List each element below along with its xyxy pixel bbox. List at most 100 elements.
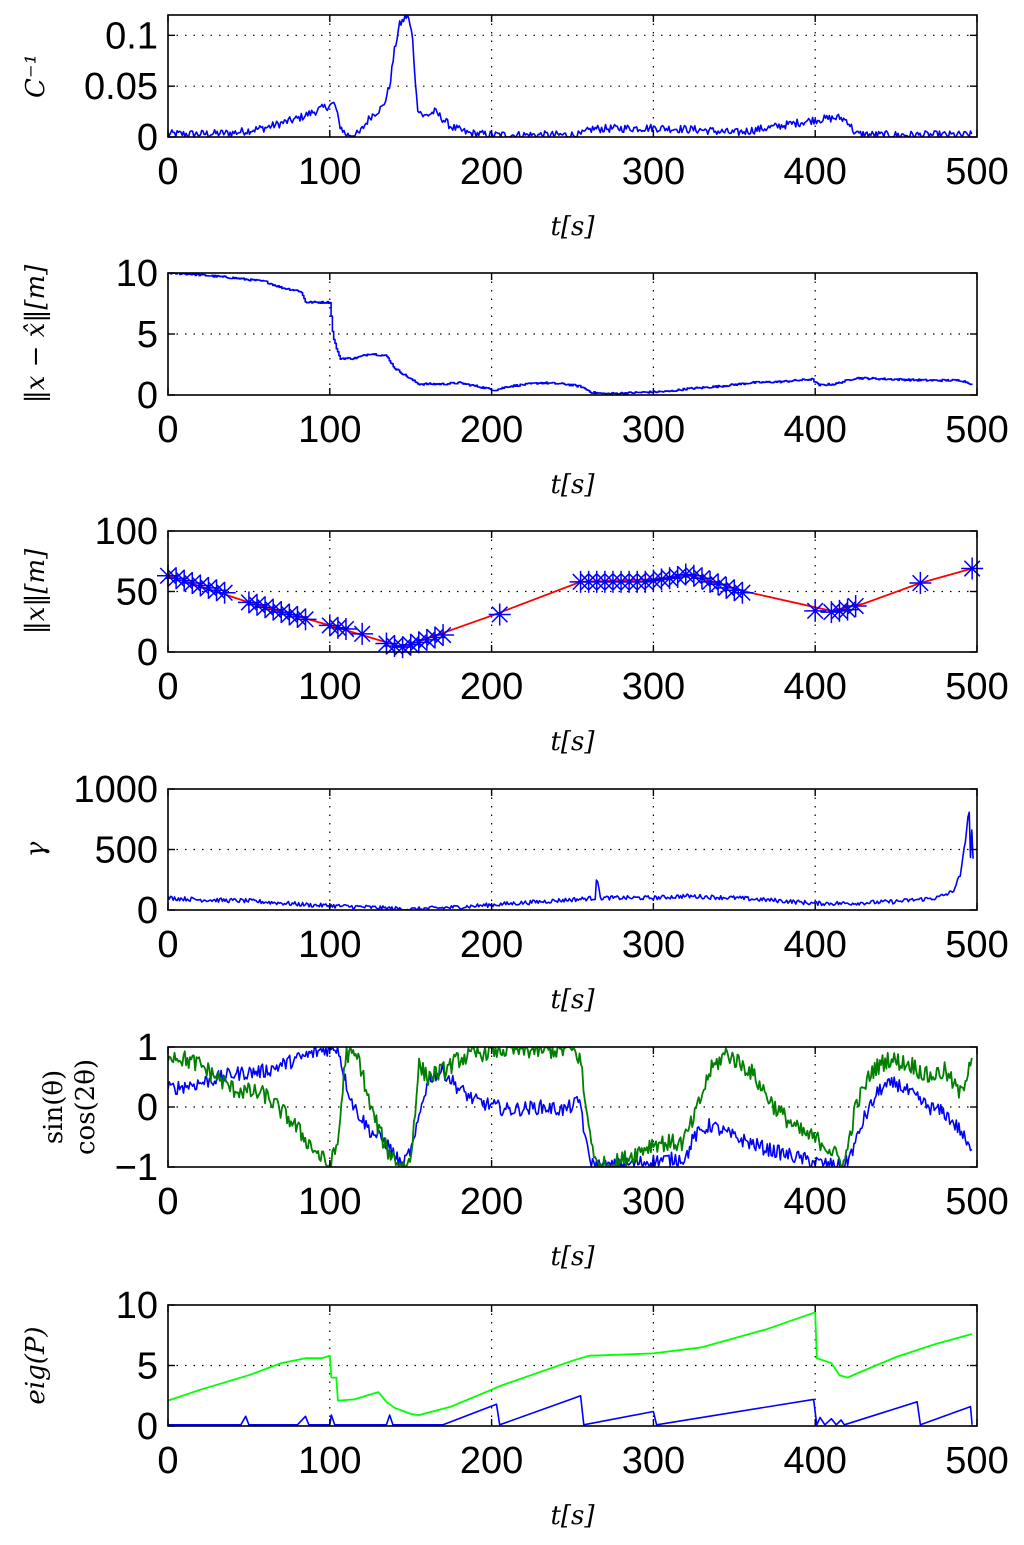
x-axis-label: t[s]	[550, 1242, 595, 1272]
x-axis-label: t[s]	[550, 470, 595, 500]
x-tick-label: 0	[157, 666, 178, 708]
x-tick-label: 500	[945, 151, 1008, 193]
marker-group	[157, 557, 984, 659]
x-tick-label: 200	[460, 151, 523, 193]
axes-frame	[167, 788, 978, 911]
y-tick-label: 0	[137, 890, 158, 932]
x-tick-label: 500	[945, 924, 1008, 966]
y-tick-label: 10	[116, 1285, 158, 1327]
series-line-1	[168, 273, 973, 395]
series-group	[168, 273, 973, 395]
x-tick-label: 0	[157, 1440, 178, 1482]
series-group	[168, 1047, 973, 1167]
y-tick-label: 0	[137, 375, 158, 417]
x-tick-label: 500	[945, 666, 1008, 708]
x-tick-label: 300	[622, 151, 685, 193]
y-axis-label: ‖x‖[m]	[21, 548, 51, 634]
x-tick-label: 300	[622, 1440, 685, 1482]
x-tick-label: 400	[783, 1440, 846, 1482]
x-tick-label: 200	[460, 924, 523, 966]
series-line-1	[168, 15, 973, 137]
panel-2: 0 100 200 300 400 500 0 5 10 t[s] ‖x − x̂‖[m]	[21, 253, 1009, 500]
y-tick-label: 0	[137, 117, 158, 159]
x-tick-label: 400	[783, 666, 846, 708]
axes-frame	[167, 530, 978, 653]
x-tick-label: 200	[460, 1181, 523, 1223]
y-tick-label: 100	[95, 511, 158, 553]
asterisk-marker	[909, 572, 932, 595]
y-tick-label: 0	[137, 1406, 158, 1448]
x-tick-label: 200	[460, 666, 523, 708]
asterisk-marker	[836, 598, 859, 621]
asterisk-marker	[213, 581, 236, 604]
series-group	[168, 15, 973, 137]
x-tick-label: 0	[157, 1181, 178, 1223]
x-axis-label: t[s]	[550, 1501, 595, 1531]
y-tick-label: 0.1	[105, 15, 158, 57]
x-tick-label: 0	[157, 924, 178, 966]
asterisk-marker	[432, 624, 455, 647]
y-tick-label: 50	[116, 572, 158, 614]
asterisk-marker	[690, 567, 713, 590]
series-line-2	[168, 1395, 973, 1426]
y-axis-label: C⁻¹	[21, 54, 51, 98]
x-tick-label: 100	[298, 924, 361, 966]
asterisk-marker	[326, 616, 349, 639]
asterisk-marker	[294, 608, 317, 631]
y-tick-label: −1	[115, 1147, 158, 1189]
x-axis-label: t[s]	[550, 212, 595, 242]
panel-4: 0 100 200 300 400 500 0 500 1000 t[s] γ	[21, 769, 1009, 1015]
series-group	[168, 1311, 973, 1426]
asterisk-marker	[682, 564, 705, 587]
asterisk-marker	[407, 631, 430, 654]
x-tick-label: 100	[298, 1440, 361, 1482]
series-line-1	[168, 1047, 973, 1167]
asterisk-marker	[707, 573, 730, 596]
x-tick-label: 400	[783, 151, 846, 193]
x-tick-label: 100	[298, 666, 361, 708]
x-tick-label: 300	[622, 666, 685, 708]
y-tick-label: 0	[137, 632, 158, 674]
x-tick-label: 100	[298, 1181, 361, 1223]
series-group	[168, 811, 974, 910]
asterisk-marker	[658, 567, 681, 590]
asterisk-marker	[820, 601, 843, 624]
asterisk-marker	[699, 570, 722, 593]
y-tick-label: 0	[137, 1087, 158, 1129]
asterisk-marker	[245, 593, 268, 616]
x-tick-label: 0	[157, 409, 178, 451]
x-tick-label: 400	[783, 924, 846, 966]
x-tick-label: 200	[460, 1440, 523, 1482]
x-tick-label: 500	[945, 1440, 1008, 1482]
x-tick-label: 400	[783, 409, 846, 451]
y-tick-label: 5	[137, 314, 158, 356]
x-tick-label: 100	[298, 151, 361, 193]
y-tick-label: 10	[116, 253, 158, 295]
y-axis-label: sin(θ)	[39, 1070, 69, 1144]
asterisk-marker	[804, 599, 827, 622]
x-tick-label: 100	[298, 409, 361, 451]
x-tick-label: 300	[622, 1181, 685, 1223]
y-axis-label: eig(P)	[21, 1326, 51, 1404]
asterisk-marker	[334, 618, 357, 641]
series-line-1	[168, 1311, 973, 1416]
y-tick-label: 500	[95, 830, 158, 872]
y-tick-label: 1000	[73, 769, 158, 811]
axes-frame	[167, 272, 978, 396]
asterisk-marker	[961, 557, 984, 580]
y-tick-label: 5	[137, 1346, 158, 1388]
y-axis-label: ‖x − x̂‖[m]	[21, 264, 51, 403]
axes-frame	[167, 1304, 978, 1427]
asterisk-marker	[415, 628, 438, 651]
y-axis-label-secondary: cos(2θ)	[71, 1059, 101, 1155]
panel-6: 0 100 200 300 400 500 0 5 10 t[s] eig(P)	[21, 1285, 1009, 1531]
asterisk-marker	[351, 622, 374, 645]
x-tick-label: 400	[783, 1181, 846, 1223]
y-tick-label: 1	[137, 1027, 158, 1069]
axes-frame	[167, 14, 978, 138]
x-axis-label: t[s]	[550, 985, 595, 1015]
asterisk-marker	[383, 634, 406, 657]
x-axis-label: t[s]	[550, 727, 595, 757]
x-tick-label: 0	[157, 151, 178, 193]
